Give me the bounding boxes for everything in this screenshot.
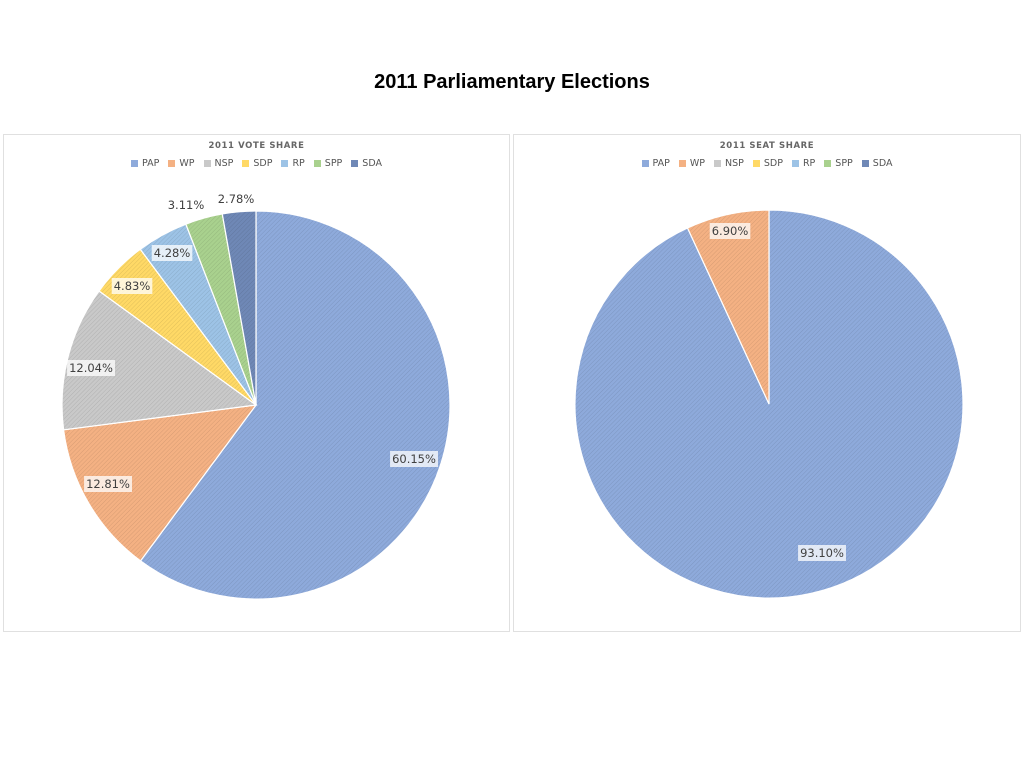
data-label-text: 93.10% <box>800 546 844 560</box>
legend-swatch <box>752 160 760 167</box>
data-label-text: 60.15% <box>392 452 436 466</box>
legend-item-pap: PAP <box>641 158 670 169</box>
legend-swatch <box>351 160 359 167</box>
data-label-background <box>67 360 115 376</box>
legend-swatch <box>641 160 649 167</box>
vote-share-chart: 2011 VOTE SHARE PAP WP NSP SDP RP SPP SDA 60.1… <box>3 134 510 632</box>
data-label-wp: 12.81% <box>84 476 132 492</box>
legend: PAP WP NSP SDP RP SPP SDA <box>514 158 1020 169</box>
legend-swatch <box>131 160 139 167</box>
data-label-text: 6.90% <box>712 224 749 238</box>
data-label-background <box>111 278 153 294</box>
legend-swatch <box>242 160 250 167</box>
legend-swatch <box>313 160 321 167</box>
data-label-background <box>709 223 751 239</box>
data-label-text: 4.28% <box>154 246 191 260</box>
pie-slice-pap <box>139 210 451 600</box>
data-label-sda: 2.78% <box>215 191 257 207</box>
data-label-wp: 6.90% <box>709 223 751 239</box>
legend-item-wp: WP <box>168 158 195 169</box>
data-label-background <box>151 245 193 261</box>
legend-item-pap: PAP <box>131 158 159 169</box>
seat-share-chart: 2011 SEAT SHARE PAP WP NSP SDP RP SPP SDA 93.1… <box>513 134 1021 632</box>
legend-label: WP <box>179 158 195 169</box>
legend-label: RP <box>802 158 816 169</box>
legend: PAP WP NSP SDP RP SPP SDA <box>4 158 509 169</box>
legend-label: RP <box>292 158 305 169</box>
pie-slice-sda <box>221 210 257 406</box>
legend-item-spp: SPP <box>824 158 853 169</box>
data-label-spp: 3.11% <box>165 197 207 213</box>
data-label-pap: 93.10% <box>798 545 846 561</box>
legend-item-spp: SPP <box>313 158 343 169</box>
pie-chart: 60.15% 12.81% 12.04% 4.83% 4.28% 3.11% 2.78% <box>61 191 451 600</box>
legend-item-sdp: SDP <box>752 158 783 169</box>
legend-item-rp: RP <box>281 158 305 169</box>
data-label-background <box>798 545 846 561</box>
page-title: 2011 Parliamentary Elections <box>374 71 650 93</box>
legend-label: PAP <box>652 158 670 169</box>
legend-label: SPP <box>324 158 343 169</box>
legend-item-wp: WP <box>678 158 705 169</box>
chart-title: 2011 VOTE SHARE <box>208 141 305 151</box>
legend-swatch <box>824 160 832 167</box>
legend-label: SDP <box>763 158 783 169</box>
data-label-text: 4.83% <box>114 279 151 293</box>
data-label-text: 12.04% <box>69 361 113 375</box>
legend-item-sdp: SDP <box>242 158 272 169</box>
legend-label: SDP <box>253 158 273 169</box>
data-label-text: 3.11% <box>168 198 205 212</box>
data-label-text: 2.78% <box>218 192 255 206</box>
data-label-sdp: 4.83% <box>111 278 153 294</box>
legend-swatch <box>168 160 176 167</box>
legend-item-nsp: NSP <box>714 158 744 169</box>
legend-item-sda: SDA <box>861 158 893 169</box>
legend-label: SDA <box>362 158 382 169</box>
pie-slice-nsp <box>61 290 258 431</box>
legend-label: SDA <box>872 158 893 169</box>
data-label-background <box>84 476 132 492</box>
legend-label: WP <box>689 158 705 169</box>
legend-swatch <box>281 160 289 167</box>
data-label-background <box>215 191 257 207</box>
data-label-rp: 4.28% <box>151 245 193 261</box>
legend-label: SPP <box>835 158 853 169</box>
data-label-nsp: 12.04% <box>67 360 115 376</box>
legend-label: NSP <box>725 158 744 169</box>
chart-title: 2011 SEAT SHARE <box>719 141 815 151</box>
legend-swatch <box>791 160 799 167</box>
pie-slice-wp <box>62 404 258 562</box>
data-label-background <box>165 197 207 213</box>
legend-swatch <box>714 160 721 167</box>
pie-chart: 93.10% 6.90% <box>574 209 964 599</box>
data-label-pap: 60.15% <box>390 451 438 467</box>
data-label-text: 12.81% <box>86 477 130 491</box>
legend-item-sda: SDA <box>351 158 382 169</box>
legend-swatch <box>861 160 869 167</box>
legend-item-nsp: NSP <box>203 158 234 169</box>
pie-slice-wp <box>686 209 770 405</box>
legend-swatch <box>678 160 686 167</box>
legend-label: NSP <box>214 158 234 169</box>
data-label-background <box>390 451 438 467</box>
legend-swatch <box>203 160 211 167</box>
legend-label: PAP <box>142 158 160 169</box>
legend-item-rp: RP <box>791 158 816 169</box>
